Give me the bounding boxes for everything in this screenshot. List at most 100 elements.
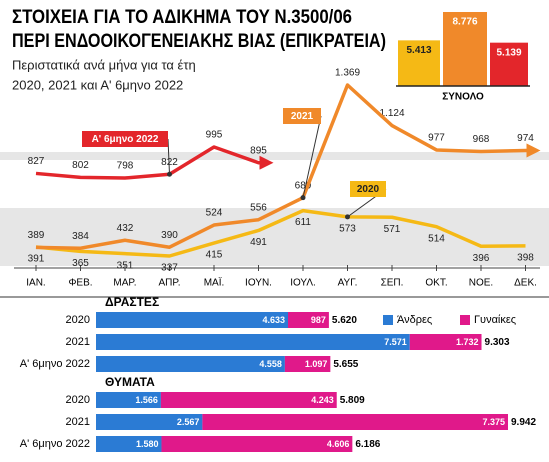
section-title: ΘΥΜΑΤΑ bbox=[105, 375, 155, 389]
bar-segment bbox=[96, 414, 203, 430]
section-title: ΔΡΑΣΤΕΣ bbox=[105, 295, 159, 309]
point-label: 977 bbox=[428, 133, 445, 144]
category-label: 2020 bbox=[66, 394, 90, 406]
legend-swatch bbox=[383, 315, 393, 325]
bar-value-label: 5.413 bbox=[406, 45, 431, 56]
point-label: 389 bbox=[28, 230, 45, 241]
segment-label: 7.375 bbox=[482, 417, 505, 427]
legend-connector bbox=[167, 138, 170, 175]
x-tick-label: ΑΥΓ. bbox=[338, 278, 358, 289]
bar-segment bbox=[96, 436, 162, 452]
legend-box bbox=[350, 181, 386, 197]
legend-dot bbox=[167, 171, 172, 177]
category-label: Α' 6μηνο 2022 bbox=[20, 358, 90, 370]
point-label: 396 bbox=[473, 253, 490, 264]
point-label: 974 bbox=[517, 133, 534, 144]
legend-label: Γυναίκες bbox=[474, 314, 516, 326]
bar-segment bbox=[96, 356, 285, 372]
category-label: 2021 bbox=[66, 336, 90, 348]
point-label: 573 bbox=[339, 224, 356, 235]
bar-segment bbox=[284, 356, 331, 372]
bar-segment bbox=[96, 392, 161, 408]
point-label: 391 bbox=[28, 254, 45, 265]
point-label: 384 bbox=[72, 231, 89, 242]
title: ΣΤΟΙΧΕΙΑ ΓΙΑ ΤΟ ΑΔΙΚΗΜΑ ΤΟΥ Ν.3500/06 bbox=[12, 7, 352, 28]
bar-segment bbox=[96, 312, 288, 328]
total-label: 5.809 bbox=[340, 395, 365, 406]
point-label: 337 bbox=[161, 263, 178, 274]
x-tick-label: ΔΕΚ. bbox=[514, 278, 537, 289]
x-tick-label: ΣΕΠ. bbox=[381, 278, 404, 289]
total-label: 5.655 bbox=[333, 359, 358, 370]
point-label: 1.124 bbox=[379, 108, 404, 119]
point-label: 390 bbox=[161, 230, 178, 241]
point-label: 432 bbox=[117, 223, 134, 234]
bar-segment bbox=[202, 414, 509, 430]
legend-connector bbox=[302, 115, 322, 198]
total-label: 6.186 bbox=[355, 439, 380, 450]
point-label: 968 bbox=[473, 134, 490, 145]
x-tick-label: ΙΟΥΝ. bbox=[245, 278, 272, 289]
legend-label: Άνδρες bbox=[397, 314, 432, 326]
point-label: 802 bbox=[72, 160, 89, 171]
point-label: 491 bbox=[250, 237, 267, 248]
point-label: 514 bbox=[428, 233, 445, 244]
segment-label: 2.567 bbox=[177, 417, 200, 427]
segment-label: 1.097 bbox=[305, 359, 328, 369]
point-label: 398 bbox=[517, 253, 534, 264]
subtitle: 2020, 2021 και Α' 6μηνο 2022 bbox=[12, 77, 183, 92]
point-label: 556 bbox=[250, 202, 267, 213]
point-label: 524 bbox=[206, 208, 223, 219]
legend-label: Α' 6μηνο 2022 bbox=[92, 134, 159, 145]
total-label: 9.303 bbox=[485, 337, 510, 348]
x-tick-label: ΝΟΕ. bbox=[469, 278, 493, 289]
title: ΠΕΡΙ ΕΝΔΟΟΙΚΟΓΕΝΕΙΑΚΗΣ ΒΙΑΣ (ΕΠΙΚΡΑΤΕΙΑ) bbox=[12, 31, 386, 52]
x-tick-label: ΙΟΥΛ. bbox=[290, 278, 316, 289]
bar bbox=[443, 12, 487, 86]
legend-label: 2021 bbox=[291, 111, 314, 122]
series-line bbox=[35, 208, 526, 258]
point-label: 827 bbox=[28, 156, 45, 167]
bar-segment bbox=[96, 334, 410, 350]
legend-dot bbox=[300, 195, 306, 201]
point-label: 611 bbox=[295, 217, 311, 228]
category-label: Α' 6μηνο 2022 bbox=[20, 438, 90, 450]
segment-label: 4.633 bbox=[262, 315, 285, 325]
x-tick-label: ΜΑΡ. bbox=[113, 278, 136, 289]
subtitle: Περιστατικά ανά μήνα για τα έτη bbox=[12, 57, 196, 72]
legend-label: 2020 bbox=[357, 184, 380, 195]
segment-label: 4.558 bbox=[259, 359, 282, 369]
point-label: 571 bbox=[384, 224, 401, 235]
bar-value-label: 5.139 bbox=[496, 47, 521, 58]
point-label: 365 bbox=[72, 258, 89, 269]
bar-segment bbox=[287, 312, 329, 328]
bar-segment bbox=[161, 436, 353, 452]
point-label: 689 bbox=[295, 180, 312, 191]
x-tick-label: ΜΑΪ. bbox=[204, 277, 225, 289]
segment-label: 987 bbox=[311, 315, 326, 325]
segment-label: 4.243 bbox=[311, 395, 334, 405]
bar-value-label: 8.776 bbox=[452, 17, 477, 28]
legend-dot bbox=[345, 214, 350, 220]
point-label: 822 bbox=[161, 157, 178, 168]
legend-box bbox=[283, 108, 321, 124]
total-label: 5.620 bbox=[332, 315, 357, 326]
bar-segment bbox=[409, 334, 482, 350]
segment-label: 7.571 bbox=[384, 337, 407, 347]
x-label: ΣΥΝΟΛΟ bbox=[442, 92, 484, 103]
legend-box bbox=[82, 131, 168, 147]
segment-label: 1.732 bbox=[456, 337, 479, 347]
bar bbox=[398, 40, 440, 86]
bar bbox=[490, 42, 528, 86]
x-tick-label: ΦΕΒ. bbox=[68, 278, 92, 289]
bar-segment bbox=[160, 392, 337, 408]
chart-band bbox=[0, 160, 549, 208]
x-tick-label: ΑΠΡ. bbox=[158, 278, 180, 289]
segment-label: 4.606 bbox=[327, 439, 350, 449]
point-label: 995 bbox=[206, 130, 223, 141]
x-tick-label: ΙΑΝ. bbox=[26, 278, 45, 289]
point-label: 415 bbox=[206, 250, 223, 261]
category-label: 2020 bbox=[66, 314, 90, 326]
segment-label: 1.566 bbox=[135, 395, 158, 405]
legend-swatch bbox=[460, 315, 470, 325]
